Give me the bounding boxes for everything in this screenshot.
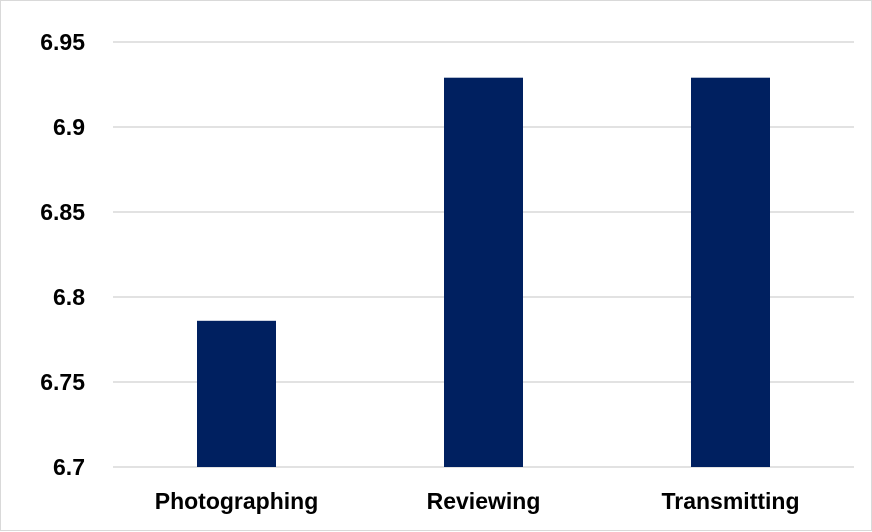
x-axis-category-labels: Photographing Reviewing Transmitting [155,488,800,514]
x-category-label: Photographing [155,488,319,514]
bar-reviewing [444,77,523,467]
y-tick-label: 6.9 [53,114,85,140]
y-tick-label: 6.75 [40,369,85,395]
bar-transmitting [691,77,770,467]
x-category-label: Reviewing [427,488,541,514]
y-tick-label: 6.85 [40,199,85,225]
bar-photographing [197,320,276,467]
y-tick-label: 6.8 [53,284,85,310]
bars [197,77,770,467]
y-tick-label: 6.95 [40,29,85,55]
y-axis-tick-labels: 6.95 6.9 6.85 6.8 6.75 6.7 [40,29,85,480]
x-category-label: Transmitting [661,488,799,514]
y-tick-label: 6.7 [53,454,85,480]
